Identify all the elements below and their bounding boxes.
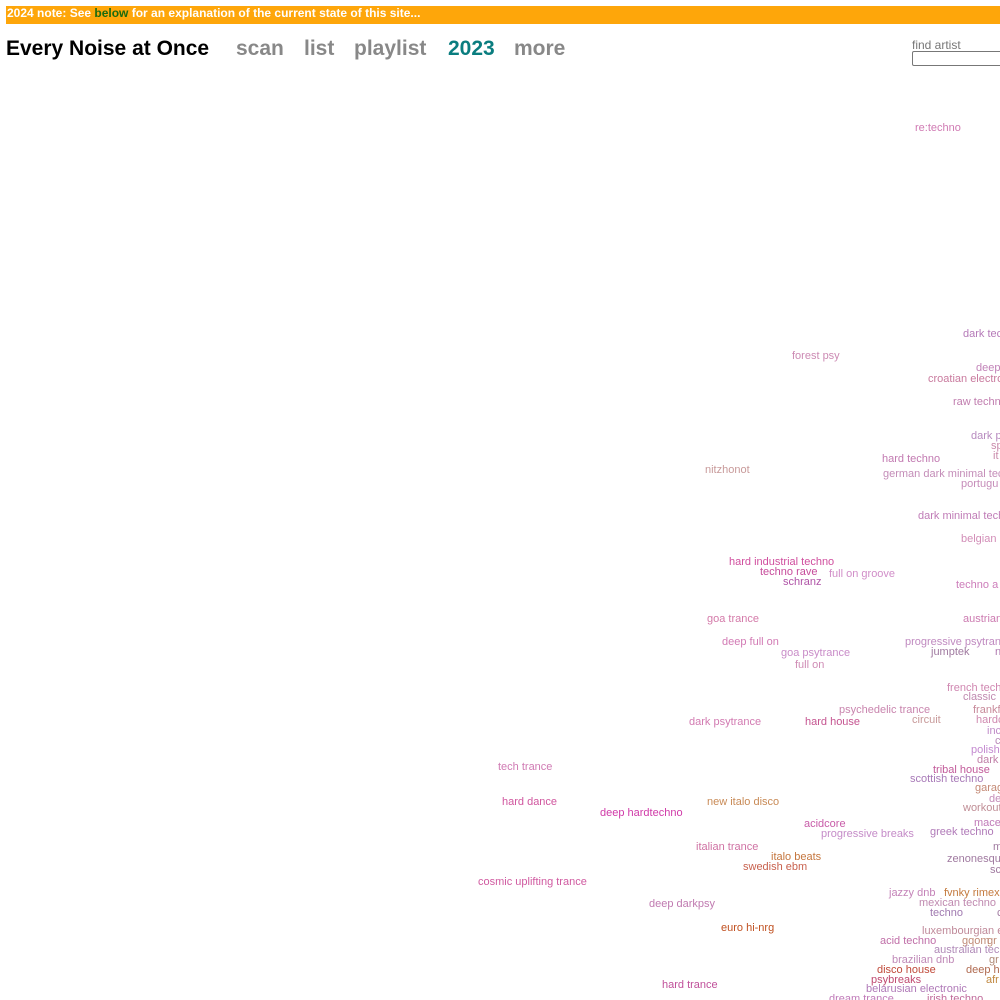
genre-label[interactable]: n xyxy=(995,646,1000,658)
genre-label[interactable]: forest psy xyxy=(792,350,840,362)
genre-label[interactable]: hard techno xyxy=(882,453,941,465)
genre-label[interactable]: c xyxy=(995,735,1000,747)
nav-playlist[interactable]: playlist xyxy=(354,37,427,60)
genre-label[interactable]: german dark minimal tec xyxy=(883,468,1000,480)
genre-label[interactable]: gqom xyxy=(962,935,990,947)
genre-label[interactable]: classic xyxy=(963,691,997,703)
genre-label[interactable]: workout xyxy=(963,802,1000,814)
genre-label[interactable]: frankf xyxy=(973,704,1000,716)
genre-label[interactable]: techno xyxy=(930,907,964,919)
genre-label[interactable]: disco house xyxy=(877,964,936,976)
genre-label[interactable]: deep h xyxy=(966,964,1000,976)
genre-label[interactable]: deep xyxy=(976,362,1000,374)
genre-label[interactable]: techno rave xyxy=(760,566,818,578)
genre-label[interactable]: polish xyxy=(971,744,1000,756)
genre-label[interactable]: full on groove xyxy=(829,568,896,580)
genre-label[interactable]: greek techno xyxy=(930,826,994,838)
genre-label[interactable]: jumptek xyxy=(931,646,970,658)
genre-label[interactable]: luxembourgian e xyxy=(922,925,1000,937)
genre-label[interactable]: hard industrial techno xyxy=(729,556,835,568)
genre-label[interactable]: cosmic uplifting trance xyxy=(478,876,587,888)
banner-suffix-text: for an explanation of the current state … xyxy=(128,6,421,20)
genre-label[interactable]: acid techno xyxy=(880,935,937,947)
genre-label[interactable]: australian tec xyxy=(934,944,1000,956)
genre-label[interactable]: belarusian electronic xyxy=(866,983,967,995)
genre-label[interactable]: garag xyxy=(975,782,1000,794)
genre-label[interactable]: acidcore xyxy=(804,818,846,830)
genre-label[interactable]: swedish ebm xyxy=(743,861,808,873)
genre-label[interactable]: sc xyxy=(990,864,1000,876)
nav-more[interactable]: more xyxy=(514,37,566,60)
genre-label[interactable]: progressive breaks xyxy=(821,828,914,840)
genre-label[interactable]: goa trance xyxy=(707,613,759,625)
banner-prefix-text: 2024 note: See xyxy=(7,6,95,20)
genre-label[interactable]: portugu xyxy=(961,478,999,490)
genre-label[interactable]: it xyxy=(993,450,999,462)
genre-label[interactable]: psychedelic trance xyxy=(839,704,931,716)
genre-label[interactable]: inc xyxy=(987,725,1000,737)
genre-label[interactable]: deep hardtechno xyxy=(600,807,683,819)
genre-label[interactable]: schranz xyxy=(783,576,822,588)
genre-label[interactable]: hard dance xyxy=(502,796,558,808)
genre-label[interactable]: dark tec xyxy=(963,328,1000,340)
genre-label[interactable]: psybreaks xyxy=(871,974,922,986)
genre-label[interactable]: techno a xyxy=(956,579,999,591)
genre-label[interactable]: belgian xyxy=(961,533,997,545)
genre-label[interactable]: sp xyxy=(991,440,1000,452)
genre-label[interactable]: euro hi-nrg xyxy=(721,922,775,934)
genre-label[interactable]: deep full on xyxy=(722,636,779,648)
genre-label[interactable]: mexican techno xyxy=(919,897,997,909)
genre-label[interactable]: full on xyxy=(795,659,825,671)
notice-banner: 2024 note: See below for an explanation … xyxy=(6,6,1000,24)
genre-label[interactable]: irish techno xyxy=(927,993,984,1000)
genre-label[interactable]: french tech xyxy=(947,682,1000,694)
genre-label[interactable]: tribal house xyxy=(933,764,990,776)
genre-label[interactable]: raw techn xyxy=(953,396,1000,408)
genre-label[interactable]: re:techno xyxy=(915,122,961,134)
genre-label[interactable]: dark xyxy=(977,754,999,766)
genre-label[interactable]: new italo disco xyxy=(707,796,780,808)
genre-label[interactable]: m xyxy=(993,841,1000,853)
genre-label[interactable]: dark psytrance xyxy=(689,716,762,728)
genre-label[interactable]: dark minimal tech xyxy=(918,510,1000,522)
genre-label[interactable]: hardc xyxy=(976,714,1000,726)
genre-label[interactable]: gr xyxy=(987,935,997,947)
genre-label[interactable]: scottish techno xyxy=(910,773,984,785)
genre-label[interactable]: dream trance xyxy=(829,993,894,1000)
genre-label[interactable]: circuit xyxy=(912,714,941,726)
genre-label[interactable]: austrian xyxy=(963,613,1000,625)
genre-label[interactable]: progressive psytran xyxy=(905,636,1000,648)
genre-label[interactable]: fvnky rimex xyxy=(944,887,1000,899)
find-artist-label: find artist xyxy=(912,38,961,52)
genre-label[interactable]: italo beats xyxy=(771,851,822,863)
genre-label[interactable]: dark p xyxy=(971,430,1000,442)
genre-label[interactable]: de xyxy=(989,793,1000,805)
banner-below-link[interactable]: below xyxy=(94,6,129,20)
genre-label[interactable]: gr xyxy=(989,954,999,966)
genre-label[interactable]: jazzy dnb xyxy=(889,887,936,899)
genre-label[interactable]: deep darkpsy xyxy=(649,898,716,910)
genre-label[interactable]: italian trance xyxy=(696,841,759,853)
find-artist-input[interactable] xyxy=(912,51,1000,66)
genre-label[interactable]: zenonesqu xyxy=(947,853,1000,865)
genre-label[interactable]: c xyxy=(997,907,1000,919)
genre-map: re:techno dark tec forest psy deep croatian … xyxy=(0,80,1000,1000)
genre-label[interactable]: mace xyxy=(974,817,1000,829)
genre-label[interactable]: goa psytrance xyxy=(781,647,851,659)
genre-label[interactable]: croatian electro xyxy=(928,373,1000,385)
genre-label[interactable]: hard house xyxy=(805,716,861,728)
site-title[interactable]: Every Noise at Once xyxy=(6,37,210,60)
genre-label[interactable]: nitzhonot xyxy=(705,464,750,476)
nav-list[interactable]: list xyxy=(304,37,335,60)
genre-label[interactable]: hard trance xyxy=(662,979,718,991)
genre-label[interactable]: tech trance xyxy=(498,761,553,773)
nav-scan[interactable]: scan xyxy=(236,37,284,60)
genre-label[interactable]: afr xyxy=(986,974,999,986)
genre-label[interactable]: brazilian dnb xyxy=(892,954,955,966)
nav-2023[interactable]: 2023 xyxy=(448,37,495,60)
